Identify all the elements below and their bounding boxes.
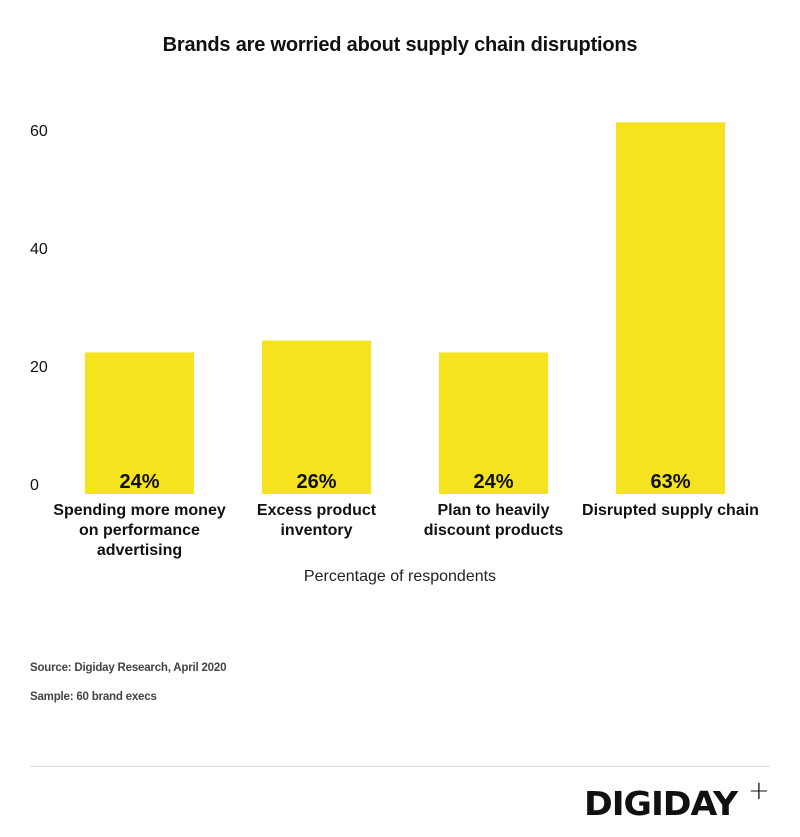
plus-icon: +	[748, 776, 770, 806]
data-label: 24%	[473, 471, 513, 493]
x-tick-label: inventory	[280, 522, 352, 539]
y-tick-label: 40	[30, 241, 48, 258]
x-tick-label: advertising	[97, 542, 182, 559]
bar	[262, 340, 371, 494]
y-tick-label: 0	[30, 477, 39, 494]
data-label: 63%	[650, 471, 690, 493]
chart-title: Brands are worried about supply chain di…	[162, 34, 638, 56]
y-tick-label: 60	[30, 123, 48, 140]
bar	[439, 352, 548, 494]
x-tick-label: Disrupted supply chain	[582, 502, 759, 519]
footer-divider	[30, 766, 770, 767]
bar-chart: 0 20 40 60 24% Spending more money on performa…	[30, 122, 759, 585]
x-tick-label: discount products	[424, 522, 564, 539]
x-tick-label: Spending more money	[53, 502, 226, 519]
y-tick-label: 20	[30, 359, 48, 376]
x-tick-label: Plan to heavily	[437, 502, 549, 519]
data-label: 26%	[296, 471, 336, 493]
source-note: Source: Digiday Research, April 2020	[30, 662, 227, 674]
bar	[85, 352, 194, 494]
x-tick-label: Excess product	[257, 502, 377, 519]
x-axis-label: Percentage of respondents	[304, 568, 496, 585]
digiday-logo[interactable]: DIGIDAY	[584, 784, 738, 823]
bar	[616, 122, 725, 495]
x-tick-label: on performance	[79, 522, 200, 539]
sample-note: Sample: 60 brand execs	[30, 691, 157, 703]
data-label: 24%	[119, 471, 159, 493]
